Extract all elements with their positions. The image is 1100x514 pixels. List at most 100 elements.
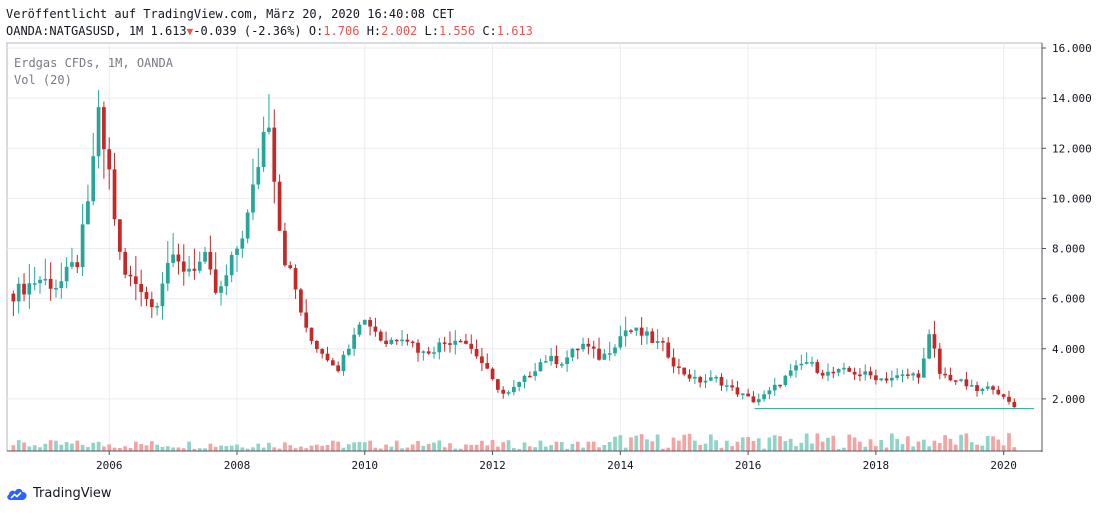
volume-bar <box>27 446 32 451</box>
volume-bar <box>778 436 782 451</box>
price-change: -0.039 (-2.36%) <box>193 24 302 38</box>
volume-bar <box>421 445 426 451</box>
candle-body <box>118 219 122 252</box>
volume-bar <box>346 444 351 451</box>
volume-bar <box>187 441 191 451</box>
brand-label: TradingView <box>33 486 112 501</box>
x-tick-label: 2012 <box>479 459 506 472</box>
volume-bar <box>485 445 490 451</box>
candle-body <box>783 375 788 385</box>
candle-body <box>416 342 420 353</box>
volume-bar <box>1012 447 1017 451</box>
candle-body <box>469 343 474 349</box>
volume-bar <box>426 443 431 451</box>
candle-body <box>304 312 309 328</box>
volume-bar <box>32 445 37 451</box>
volume-bar <box>325 445 330 451</box>
candle-body <box>320 349 325 354</box>
y-tick-label: 6.000 <box>1052 293 1085 306</box>
candle-body <box>570 348 575 358</box>
candle-body <box>714 376 719 379</box>
volume-bar <box>96 441 101 451</box>
candle-body <box>650 331 655 343</box>
volume-bar <box>905 436 910 451</box>
candle-body <box>490 368 495 380</box>
volume-bar <box>38 447 42 451</box>
volume-bar <box>932 440 937 451</box>
tradingview-logo[interactable]: TradingView <box>6 486 112 501</box>
candle-body <box>442 342 447 344</box>
candle-body <box>820 372 825 376</box>
candle-body <box>43 278 48 281</box>
volume-bar <box>309 445 314 451</box>
candle-body <box>661 341 665 343</box>
volume-bar <box>112 447 117 451</box>
volume-bar <box>299 446 303 451</box>
volume-bar <box>985 435 990 451</box>
candle-body <box>629 330 633 332</box>
volume-bar <box>181 448 186 451</box>
volume-bar <box>863 446 868 451</box>
volume-bar <box>91 442 96 451</box>
volume-bar <box>171 447 175 451</box>
volume-bar <box>144 445 149 451</box>
candle-body <box>229 254 234 276</box>
candle-body <box>240 238 245 249</box>
candle-body <box>996 389 1001 395</box>
candle-body <box>410 341 415 344</box>
candle-body <box>884 378 889 381</box>
volume-bar <box>666 447 671 451</box>
volume-bar <box>937 443 942 451</box>
volume-bar <box>139 444 144 451</box>
volume-bar <box>511 448 516 451</box>
volume-bar <box>405 447 410 451</box>
volume-bar <box>634 435 639 451</box>
candle-body <box>251 184 255 213</box>
candle-body <box>879 378 884 381</box>
candle-body <box>905 374 910 376</box>
candle-body <box>75 262 80 268</box>
volume-bar <box>11 445 16 451</box>
candle-body <box>299 289 303 313</box>
candle-body <box>213 269 218 293</box>
candle-body <box>149 299 154 308</box>
volume-bar <box>133 441 138 451</box>
candle-body <box>144 292 149 300</box>
candle-body <box>772 384 777 391</box>
candle-body <box>751 396 756 403</box>
candle-body <box>586 343 591 347</box>
candle-body <box>975 385 979 392</box>
candle-body <box>639 327 644 336</box>
symbol-ohlc-line: OANDA:NATGASUSD, 1M 1.613▼-0.039 (-2.36%… <box>6 24 533 38</box>
low-label: L: <box>424 24 439 38</box>
candle-body <box>346 348 351 355</box>
volume-bar <box>969 442 974 451</box>
volume-bar <box>176 447 181 451</box>
candle-body <box>634 327 639 331</box>
candle-body <box>133 276 138 284</box>
volume-bar <box>448 443 452 451</box>
candle-body <box>911 373 916 376</box>
candle-body <box>511 386 516 393</box>
candle-body <box>1012 401 1017 408</box>
candle-body <box>389 339 394 345</box>
volume-bar <box>283 442 287 451</box>
close-value: 1.613 <box>496 24 533 38</box>
candle-body <box>517 382 522 387</box>
candle-body <box>543 361 548 363</box>
candle-body <box>735 387 740 395</box>
volume-bar <box>677 440 681 451</box>
candle-body <box>937 348 942 374</box>
candle-body <box>575 348 580 351</box>
candle-body <box>858 374 862 377</box>
volume-bar <box>442 447 447 451</box>
volume-bar <box>575 441 580 451</box>
volume-bar <box>54 440 58 451</box>
volume-bar <box>943 435 947 451</box>
candle-body <box>740 393 745 396</box>
candle-body <box>708 377 713 381</box>
volume-bar <box>831 435 836 451</box>
volume-bar <box>661 448 665 451</box>
candle-body <box>767 390 772 395</box>
